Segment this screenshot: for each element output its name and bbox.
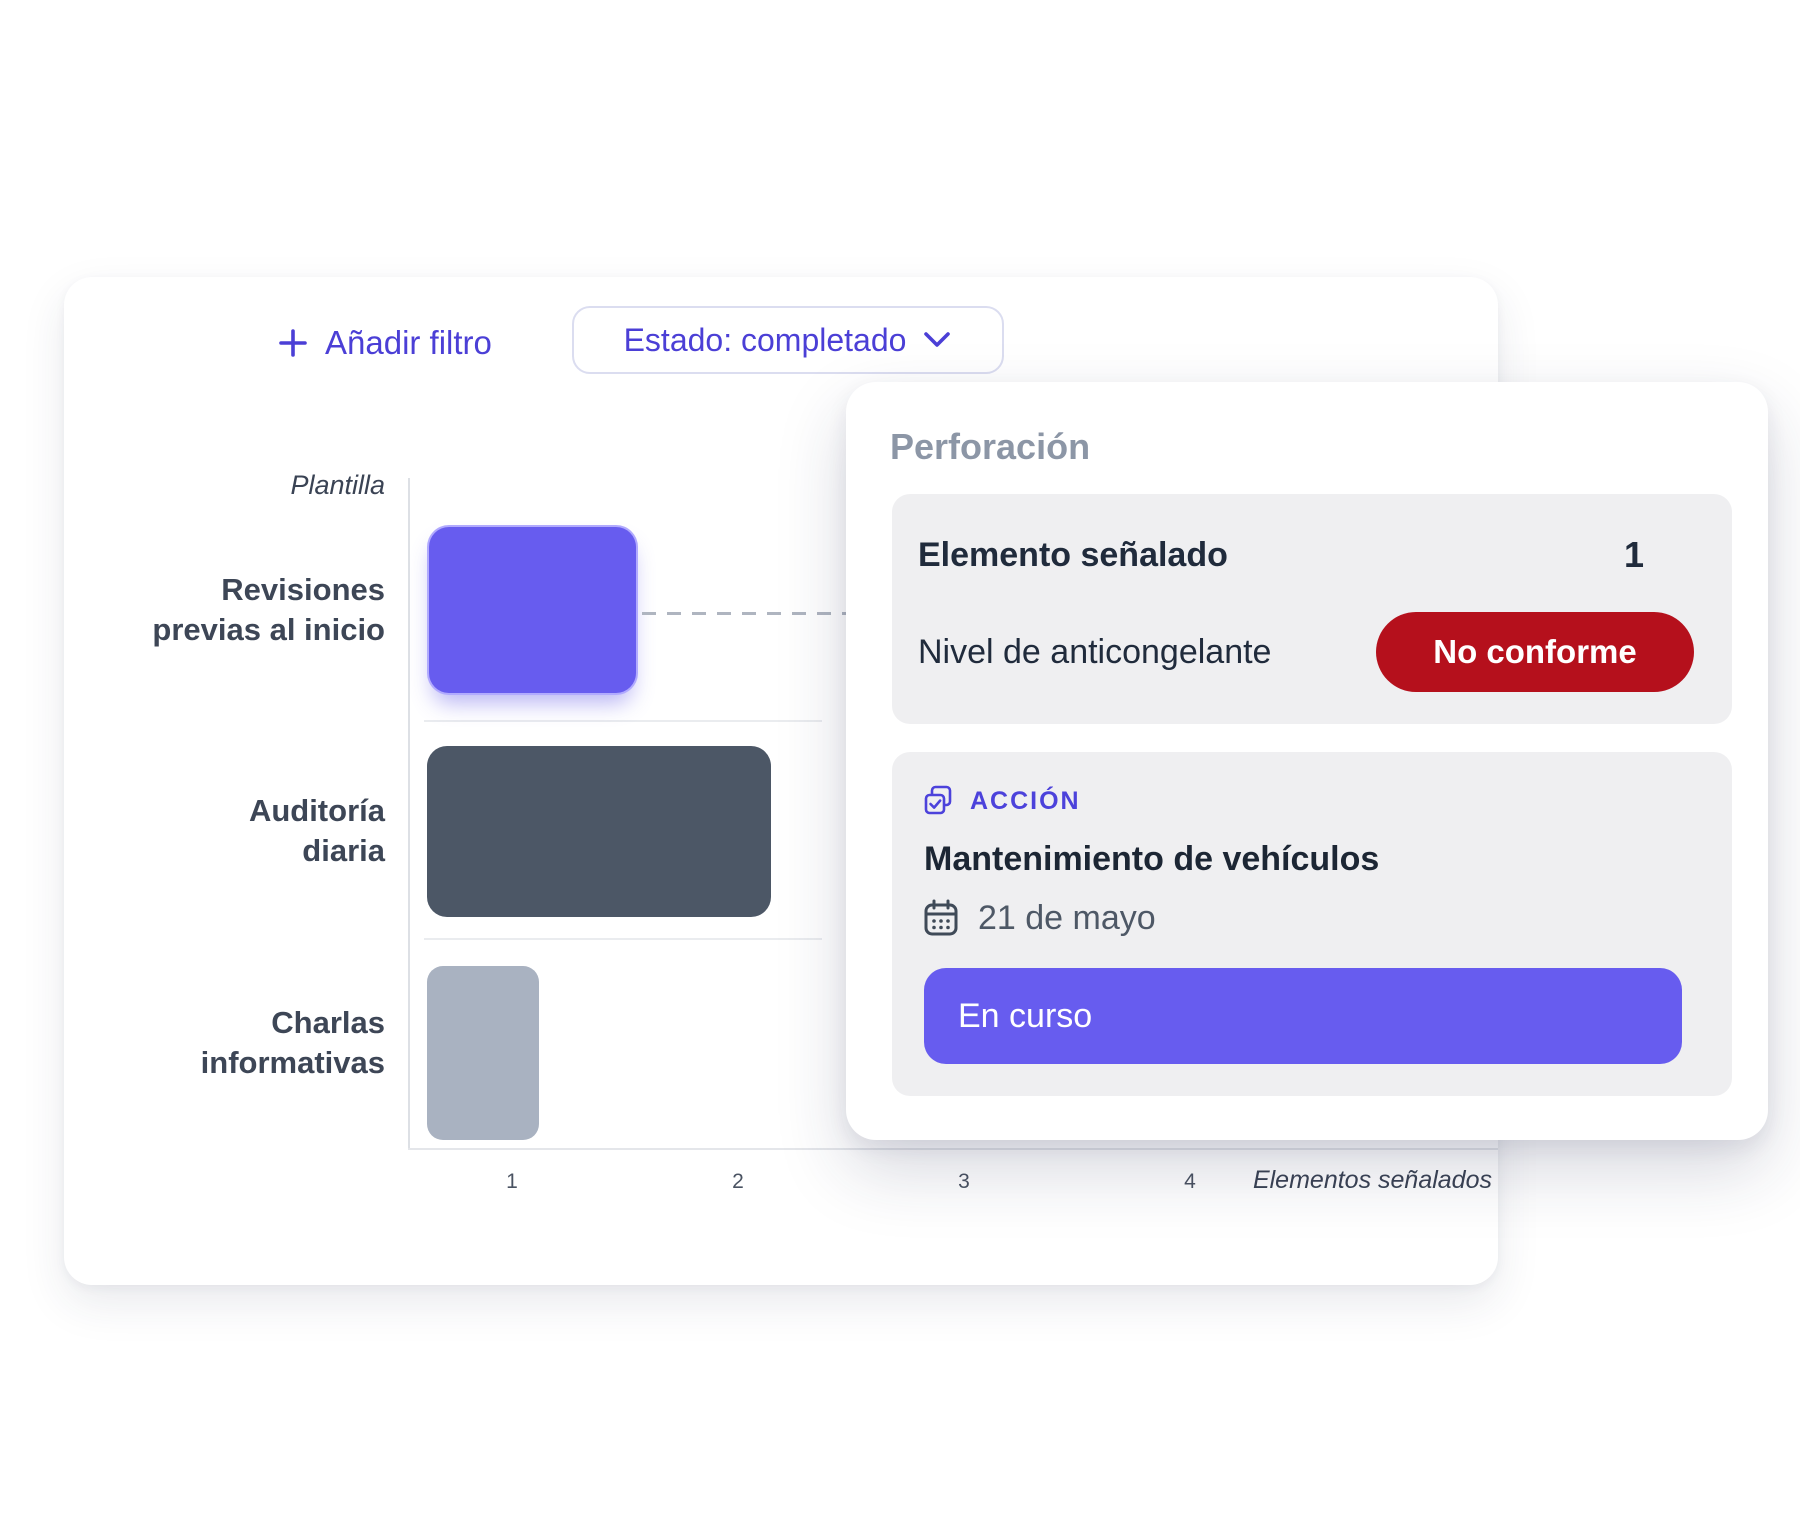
flagged-item-name: Nivel de anticongelante <box>918 633 1272 671</box>
add-filter-label: Añadir filtro <box>325 324 492 361</box>
chart-row-separator <box>424 938 822 940</box>
chevron-down-icon <box>922 330 952 350</box>
action-panel[interactable]: ACCIÓN Mantenimiento de vehículos 21 de … <box>892 752 1732 1096</box>
status-filter-value: Estado: completado <box>623 321 907 358</box>
en-curso-status-button[interactable]: En curso <box>924 968 1682 1064</box>
clipboard-check-icon <box>922 784 954 818</box>
plus-icon <box>276 326 310 360</box>
inspection-detail-card: Perforación Elemento señalado 1 Nivel de… <box>846 382 1768 1140</box>
bar-to-card-dashed-connector <box>642 612 846 615</box>
bar-auditoria-diaria[interactable] <box>427 746 771 917</box>
calendar-icon <box>922 898 960 938</box>
chart-y-axis-line <box>408 478 410 1150</box>
chart-y-axis-title: Plantilla <box>290 470 385 500</box>
x-tick: 4 <box>1184 1170 1196 1193</box>
add-filter-button[interactable]: Añadir filtro <box>276 318 492 368</box>
flagged-items-count: 1 <box>1623 534 1644 575</box>
chart-x-axis-line <box>408 1148 1498 1150</box>
chart-x-axis-title: Elementos señalados <box>1252 1166 1492 1194</box>
flagged-items-label: Elemento señalado <box>918 536 1228 574</box>
status-filter-dropdown[interactable]: Estado: completado <box>572 306 1004 374</box>
category-label-auditoria: Auditoría diaria <box>248 793 385 868</box>
action-due-date: 21 de mayo <box>922 898 1156 938</box>
bar-charlas-informativas[interactable] <box>427 966 539 1140</box>
status-badge-no-conforme: No conforme <box>1376 612 1694 692</box>
chart-row-separator <box>424 720 822 722</box>
flagged-items-panel: Elemento señalado 1 Nivel de anticongela… <box>892 494 1732 724</box>
detail-card-title: Perforación <box>890 426 1091 467</box>
x-tick: 2 <box>732 1170 744 1193</box>
category-label-revisiones: Revisiones previas al inicio <box>152 572 385 647</box>
x-tick: 3 <box>958 1170 970 1193</box>
bar-revisiones-previas[interactable] <box>427 525 638 695</box>
action-eyebrow-label: ACCIÓN <box>970 786 1081 815</box>
x-tick: 1 <box>506 1170 518 1193</box>
en-curso-label: En curso <box>958 996 1093 1035</box>
action-date-text: 21 de mayo <box>978 898 1156 937</box>
action-title: Mantenimiento de vehículos <box>924 840 1380 878</box>
action-eyebrow: ACCIÓN <box>922 784 1081 818</box>
category-label-charlas: Charlas informativas <box>200 1005 385 1080</box>
